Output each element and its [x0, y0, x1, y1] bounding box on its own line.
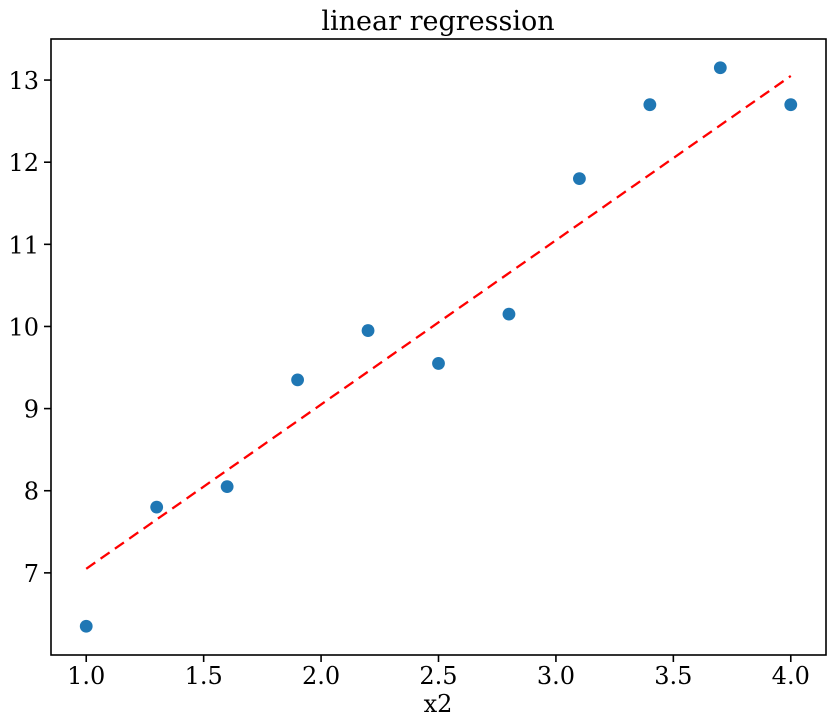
scatter-point	[713, 61, 727, 75]
scatter-point	[291, 373, 304, 387]
regression-line	[85, 75, 792, 570]
chart-title: linear regression	[321, 6, 554, 37]
scatter-point	[220, 480, 234, 494]
scatter-point	[361, 324, 375, 337]
y-tick-label: 8	[24, 478, 39, 506]
x-tick-label: 3.0	[537, 662, 575, 690]
x-tick-label: 3.5	[654, 662, 692, 690]
x-tick-label: 2.0	[302, 662, 340, 690]
y-tick-label: 7	[24, 560, 39, 588]
scatter-point	[502, 307, 516, 321]
x-tick-label: 2.5	[419, 662, 457, 690]
scatter-point	[643, 98, 657, 112]
scatter-point	[784, 98, 798, 112]
y-tick-label: 11	[8, 231, 39, 259]
x-axis-label: x2	[424, 690, 453, 718]
x-tick-label: 4.0	[772, 662, 810, 690]
plot-area: 1.0 1.5 2.0 2.5 3.0 3.5 4.0 7 8 9 10 11 12 13	[8, 38, 827, 690]
scatter-point	[150, 500, 164, 514]
y-tick-label: 10	[8, 313, 39, 341]
y-tick-label: 13	[8, 67, 39, 95]
scatter-point	[573, 172, 586, 186]
x-tick-label: 1.5	[185, 662, 223, 690]
x-tick-label: 1.0	[67, 662, 105, 690]
scatter-point	[432, 357, 445, 370]
y-tick-label: 9	[24, 396, 39, 424]
scatter-point	[79, 619, 93, 633]
y-tick-label: 12	[8, 149, 39, 177]
